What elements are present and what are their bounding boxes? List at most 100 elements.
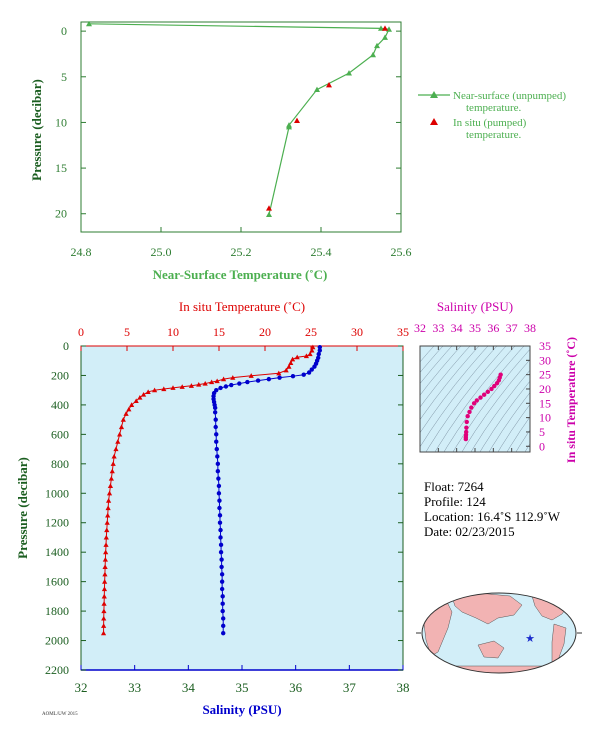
temperature-point xyxy=(126,406,132,412)
salinity-point xyxy=(220,594,225,599)
temperature-tick-label: 30 xyxy=(351,325,363,339)
temperature-point xyxy=(110,461,116,466)
profile-chart-y-label: Pressure (decibar) xyxy=(15,457,30,559)
temperature-point xyxy=(152,387,158,393)
salinity-point xyxy=(214,446,219,452)
temperature-point xyxy=(104,520,110,525)
salinity-point xyxy=(218,549,224,555)
map-land-asia xyxy=(451,593,523,625)
temperature-point xyxy=(202,380,208,386)
temperature-point xyxy=(107,483,114,488)
temperature-point xyxy=(294,354,300,360)
profile-y-tick-label: 1800 xyxy=(45,604,69,618)
temperature-point xyxy=(288,360,294,366)
ts-y-tick-label: 30 xyxy=(539,353,551,367)
ts-point xyxy=(464,425,469,430)
map-land-south-america xyxy=(551,623,567,663)
temperature-point xyxy=(137,394,143,400)
near-surface-temperature-point xyxy=(370,51,376,58)
temperature-point xyxy=(214,378,220,384)
ts-point xyxy=(464,429,469,435)
temperature-point xyxy=(283,367,289,373)
salinity-point xyxy=(277,375,282,380)
ts-diagram-x-label: Salinity (PSU) xyxy=(437,299,513,314)
salinity-point xyxy=(216,483,222,489)
ts-x-tick-label: 38 xyxy=(524,321,536,335)
profile-chart-salinity-ticks: 32 33 34 35 36 37 38 xyxy=(75,665,410,695)
temperature-point xyxy=(209,379,215,385)
map-land-australia xyxy=(477,640,505,659)
ts-y-tick-label: 15 xyxy=(539,396,551,410)
temperature-point xyxy=(103,534,109,540)
profile-chart: 0200400600800100012001400160018002000220… xyxy=(15,299,410,717)
ts-point xyxy=(485,389,491,395)
ts-diagram-x-ticks: 32 33 34 35 36 37 38 xyxy=(414,321,536,452)
salinity-point xyxy=(213,417,218,422)
temperature-point xyxy=(101,615,107,621)
temperature-point xyxy=(310,344,316,350)
temperature-point xyxy=(106,498,112,503)
legend-marker-near-surface xyxy=(430,91,438,98)
near-surface-temperature-point xyxy=(382,34,388,40)
salinity-point xyxy=(217,520,223,525)
salinity-point xyxy=(218,527,223,533)
near-surface-temperature-point xyxy=(314,86,320,92)
density-contour xyxy=(420,346,489,434)
top-y-tick-label: 10 xyxy=(55,115,67,129)
ts-x-tick-label: 32 xyxy=(414,321,426,335)
temperature-point xyxy=(133,398,139,404)
top-y-tick-label: 5 xyxy=(61,70,67,84)
legend-label-in-situ: In situ (pumped) temperature. xyxy=(453,117,529,141)
salinity-point xyxy=(266,376,272,382)
salinity-point xyxy=(306,370,312,375)
salinity-point xyxy=(220,601,225,606)
salinity-point xyxy=(301,372,306,377)
top-x-tick-label: 25.6 xyxy=(391,245,412,259)
in-situ-temperature-point xyxy=(294,117,300,124)
density-contour xyxy=(420,346,480,421)
temperature-point xyxy=(108,475,114,481)
top-chart-x-label: Near-Surface Temperature (˚C) xyxy=(153,267,328,282)
salinity-point xyxy=(212,405,218,411)
salinity-tick-label: 37 xyxy=(343,680,357,695)
profile-date: Date: 02/23/2015 xyxy=(424,524,515,539)
profile-y-tick-label: 1200 xyxy=(45,516,69,530)
temperature-point xyxy=(109,468,115,474)
top-chart-frame xyxy=(80,21,402,233)
profile-y-tick-label: 2200 xyxy=(45,663,69,677)
salinity-point xyxy=(217,513,223,518)
ts-point xyxy=(481,392,487,397)
temperature-point xyxy=(286,364,292,369)
temperature-point xyxy=(129,402,135,407)
profile-chart-y-ticks: 0 200 400 600 800 1000 1200 1400 1600 1800 2000 220… xyxy=(45,339,403,677)
ts-point xyxy=(465,413,470,419)
salinity-point xyxy=(216,476,221,481)
density-contour xyxy=(506,416,530,452)
salinity-point xyxy=(215,454,220,459)
ts-y-tick-label: 25 xyxy=(539,368,551,382)
temperature-point xyxy=(103,549,109,555)
temperature-point xyxy=(140,392,147,397)
map-outline xyxy=(421,592,577,674)
in-situ-temperature-point xyxy=(326,82,332,88)
float-id: Float: 7264 xyxy=(424,479,484,494)
near-surface-temperature-point xyxy=(374,42,380,49)
legend-marker-in-situ xyxy=(430,118,438,125)
density-contour xyxy=(461,359,530,452)
salinity-point xyxy=(220,608,225,614)
salinity-point xyxy=(237,381,242,386)
top-chart-legend: Near-surface (unpumped) temperature. In … xyxy=(418,90,566,141)
density-contour xyxy=(420,346,444,373)
density-contour xyxy=(479,380,530,452)
temperature-point xyxy=(179,384,185,389)
profile-chart-background xyxy=(80,345,404,671)
temperature-point xyxy=(170,385,176,390)
profile-y-tick-label: 0 xyxy=(63,339,69,353)
ts-diagram-background xyxy=(419,345,531,453)
salinity-point xyxy=(317,348,323,353)
map-ocean xyxy=(422,593,576,673)
ts-point xyxy=(467,409,472,415)
density-contour xyxy=(420,346,498,448)
salinity-point xyxy=(245,379,250,385)
